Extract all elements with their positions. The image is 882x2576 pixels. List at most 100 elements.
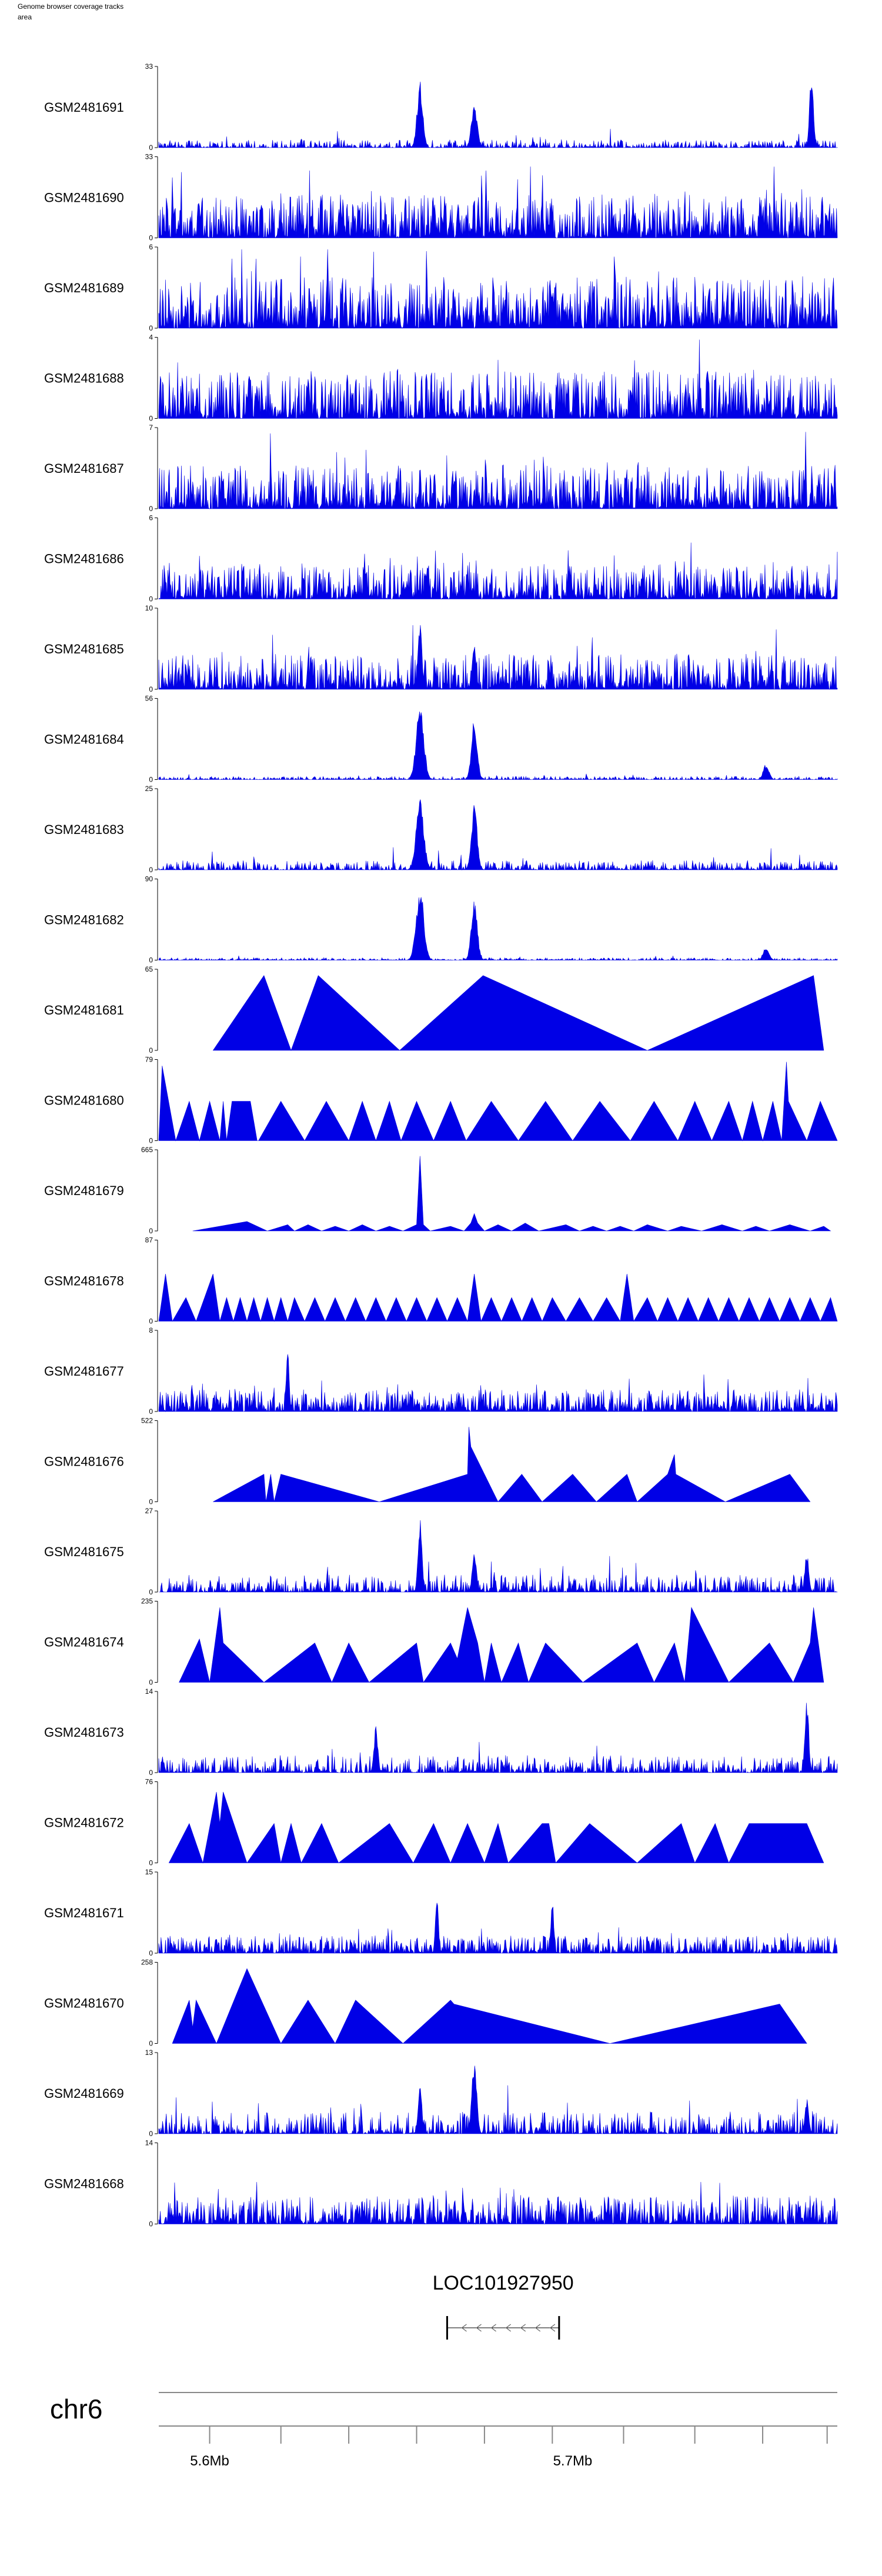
strand-arrow — [549, 2324, 556, 2332]
y-axis-max-label: 8 — [149, 1326, 153, 1334]
track-label: GSM2481676 — [44, 1454, 124, 1469]
track-GSM2481681: GSM2481681 65 0 — [44, 965, 824, 1055]
track-GSM2481677: GSM2481677 8 0 — [44, 1326, 838, 1416]
strand-arrow — [520, 2324, 526, 2332]
coverage-signal — [158, 897, 838, 961]
y-axis-min-label: 0 — [149, 415, 153, 423]
y-axis-max-label: 10 — [145, 604, 153, 612]
y-axis-min-label: 0 — [149, 685, 153, 693]
track-label: GSM2481677 — [44, 1364, 124, 1379]
track-GSM2481670: GSM2481670 258 0 — [44, 1958, 807, 2048]
y-axis-max-label: 79 — [145, 1056, 153, 1064]
y-axis-min-label: 0 — [149, 866, 153, 874]
y-axis-max-label: 33 — [145, 62, 153, 71]
track-GSM2481676: GSM2481676 522 0 — [44, 1417, 811, 1506]
track-GSM2481689: GSM2481689 6 0 — [44, 243, 838, 332]
y-axis-min-label: 0 — [149, 2130, 153, 2138]
track-GSM2481687: GSM2481687 7 0 — [44, 423, 838, 513]
coverage-signal — [158, 1903, 838, 1954]
gene-annotation-track: LOC101927950 — [433, 2272, 574, 2340]
y-axis-max-label: 4 — [149, 333, 153, 342]
y-axis-max-label: 76 — [145, 1778, 153, 1786]
track-GSM2481674: GSM2481674 235 0 — [44, 1597, 824, 1687]
track-GSM2481669: GSM2481669 13 0 — [44, 2048, 838, 2138]
coverage-signal — [158, 711, 838, 780]
y-axis-min-label: 0 — [149, 1498, 153, 1506]
y-axis-min-label: 0 — [149, 595, 153, 603]
coverage-signal — [158, 1703, 838, 1774]
track-label: GSM2481689 — [44, 281, 124, 295]
coverage-signal — [192, 1156, 831, 1232]
y-axis-min-label: 0 — [149, 1137, 153, 1145]
track-label: GSM2481683 — [44, 822, 124, 837]
chart-type-label: area — [18, 13, 32, 21]
track-label: GSM2481675 — [44, 1544, 124, 1559]
y-axis-max-label: 14 — [145, 2139, 153, 2147]
y-axis-max-label: 258 — [141, 1958, 153, 1967]
y-axis-max-label: 235 — [141, 1597, 153, 1606]
track-GSM2481678: GSM2481678 87 0 — [44, 1236, 838, 1326]
track-label: GSM2481668 — [44, 2177, 124, 2191]
track-label: GSM2481685 — [44, 642, 124, 656]
track-GSM2481680: GSM2481680 79 0 — [44, 1056, 838, 1145]
track-GSM2481690: GSM2481690 33 0 — [44, 153, 838, 242]
coverage-signal — [158, 1062, 838, 1142]
coverage-signal — [172, 1968, 807, 2044]
y-axis-max-label: 15 — [145, 1868, 153, 1876]
track-GSM2481691: GSM2481691 33 0 — [44, 62, 838, 152]
y-axis-max-label: 25 — [145, 785, 153, 793]
track-GSM2481671: GSM2481671 15 0 — [44, 1868, 838, 1957]
y-axis-max-label: 90 — [145, 875, 153, 883]
y-axis-min-label: 0 — [149, 1046, 153, 1055]
strand-arrow — [490, 2324, 496, 2332]
track-GSM2481668: GSM2481668 14 0 — [44, 2139, 838, 2228]
track-label: GSM2481691 — [44, 100, 124, 115]
y-axis-max-label: 665 — [141, 1146, 153, 1154]
chromosome-label: chr6 — [50, 2394, 102, 2424]
track-label: GSM2481690 — [44, 191, 124, 205]
coverage-signal — [158, 2181, 838, 2225]
y-axis-max-label: 65 — [145, 965, 153, 973]
y-axis-min-label: 0 — [149, 2040, 153, 2048]
coverage-signal — [158, 1354, 838, 1413]
track-GSM2481684: GSM2481684 56 0 — [44, 695, 838, 784]
genome-axis-tick-label: 5.6Mb — [190, 2453, 229, 2469]
track-label: GSM2481679 — [44, 1183, 124, 1198]
coverage-signal — [158, 1273, 838, 1322]
track-label: GSM2481688 — [44, 371, 124, 386]
track-label: GSM2481672 — [44, 1816, 124, 1830]
track-GSM2481679: GSM2481679 665 0 — [44, 1146, 831, 1235]
y-axis-max-label: 33 — [145, 153, 153, 161]
y-axis-min-label: 0 — [149, 1588, 153, 1596]
y-axis-max-label: 27 — [145, 1507, 153, 1515]
track-GSM2481682: GSM2481682 90 0 — [44, 875, 838, 965]
gene-label: LOC101927950 — [433, 2272, 574, 2294]
coverage-signal — [158, 339, 838, 419]
y-axis-min-label: 0 — [149, 505, 153, 513]
coverage-signal — [159, 1520, 838, 1593]
y-axis-max-label: 6 — [149, 514, 153, 522]
y-axis-max-label: 6 — [149, 243, 153, 251]
genome-axis: chr6 5.6Mb 5.7Mb — [50, 2392, 837, 2469]
track-GSM2481688: GSM2481688 4 0 — [44, 333, 838, 423]
y-axis-max-label: 87 — [145, 1236, 153, 1244]
y-axis-min-label: 0 — [149, 1317, 153, 1326]
coverage-signal — [179, 1607, 824, 1683]
coverage-signal — [158, 542, 838, 600]
genome-axis-tick-label: 5.7Mb — [553, 2453, 593, 2469]
y-axis-min-label: 0 — [149, 144, 153, 152]
y-axis-min-label: 0 — [149, 1949, 153, 1957]
page-title: Genome browser coverage tracks — [18, 2, 124, 11]
track-label: GSM2481673 — [44, 1725, 124, 1740]
coverage-signal — [158, 2066, 838, 2135]
y-axis-min-label: 0 — [149, 1769, 153, 1777]
track-label: GSM2481674 — [44, 1635, 124, 1650]
y-axis-max-label: 7 — [149, 423, 153, 432]
y-axis-max-label: 522 — [141, 1417, 153, 1425]
track-label: GSM2481682 — [44, 913, 124, 927]
coverage-signal — [168, 1791, 824, 1864]
track-label: GSM2481671 — [44, 1906, 124, 1920]
strand-arrow — [505, 2324, 512, 2332]
track-GSM2481685: GSM2481685 10 0 — [44, 604, 838, 693]
